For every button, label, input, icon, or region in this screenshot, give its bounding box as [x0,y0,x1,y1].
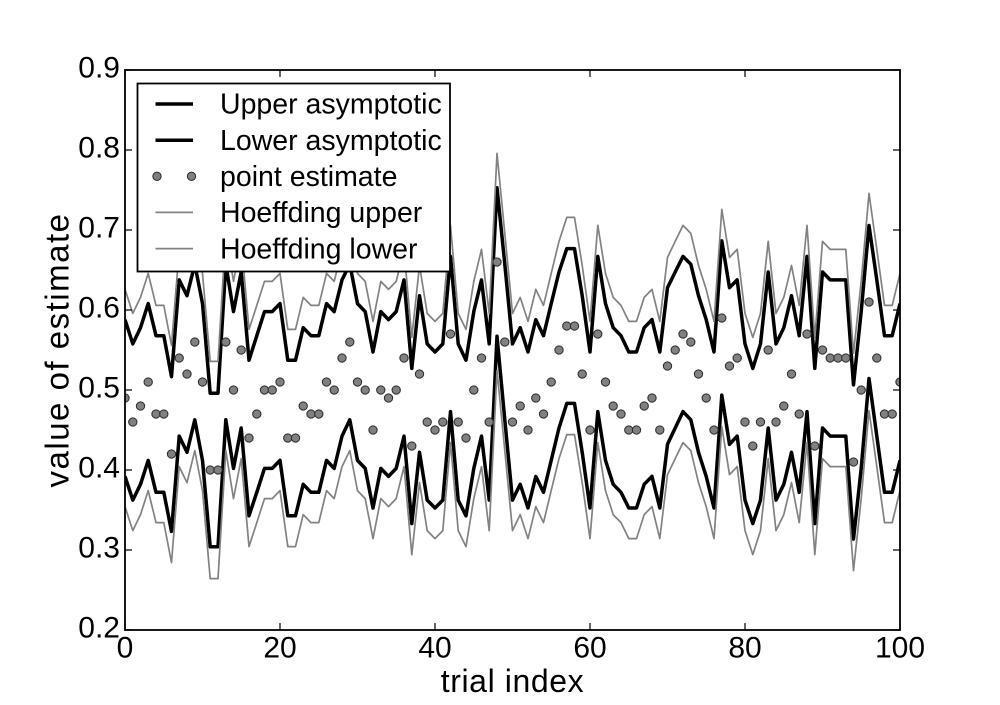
svg-text:40: 40 [418,632,451,665]
svg-text:0.5: 0.5 [78,371,120,404]
svg-text:100: 100 [875,632,925,665]
svg-text:Hoeffding upper: Hoeffding upper [220,197,423,229]
svg-text:0: 0 [117,632,134,665]
svg-text:0.3: 0.3 [78,531,120,564]
svg-text:0.6: 0.6 [78,291,120,324]
svg-text:trial index: trial index [441,663,585,699]
svg-text:Hoeffding lower: Hoeffding lower [220,233,418,265]
svg-text:value of estimate: value of estimate [39,213,76,488]
svg-text:20: 20 [263,632,296,665]
svg-text:0.9: 0.9 [78,51,120,84]
svg-text:point estimate: point estimate [220,161,397,193]
svg-text:80: 80 [728,632,761,665]
svg-text:0.2: 0.2 [78,611,120,644]
svg-text:Upper asymptotic: Upper asymptotic [220,89,442,121]
svg-text:0.8: 0.8 [78,131,120,164]
svg-text:0.4: 0.4 [78,451,120,484]
svg-text:0.7: 0.7 [78,211,120,244]
svg-text:60: 60 [573,632,606,665]
svg-text:Lower asymptotic: Lower asymptotic [220,125,442,157]
